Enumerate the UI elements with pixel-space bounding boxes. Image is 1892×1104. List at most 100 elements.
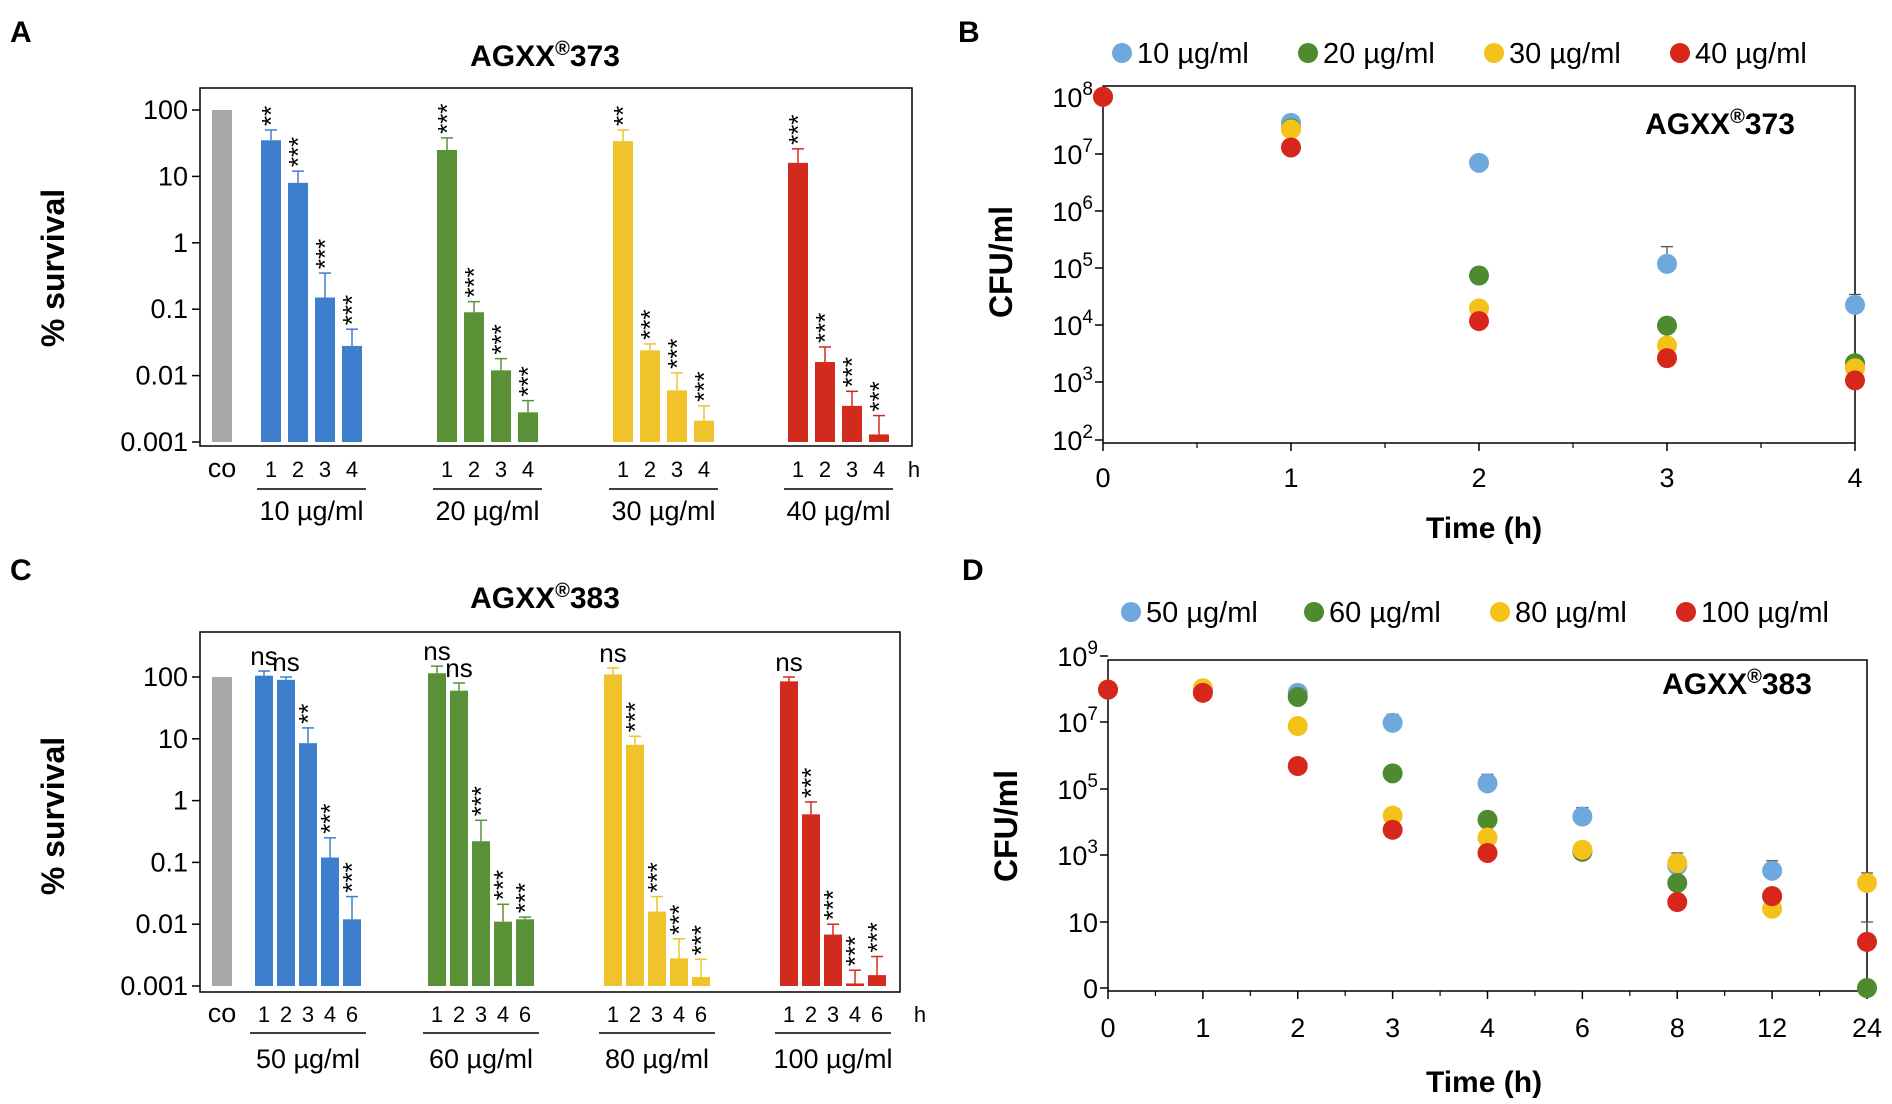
data-point bbox=[1287, 755, 1308, 776]
data-point bbox=[1845, 294, 1865, 315]
hour-label: 3 bbox=[827, 1002, 839, 1027]
y-tick-label: 109 bbox=[1057, 638, 1098, 672]
hour-label: 4 bbox=[849, 1002, 861, 1027]
y-tick-label: 0 bbox=[1083, 974, 1098, 1004]
legend-label: 30 µg/ml bbox=[1509, 38, 1621, 70]
bars-a bbox=[212, 110, 889, 443]
significance-label: *** bbox=[620, 702, 650, 732]
control-label: co bbox=[208, 998, 237, 1028]
data-point bbox=[1667, 892, 1688, 913]
data-point bbox=[1382, 805, 1403, 826]
x-tick-label: 4 bbox=[1480, 1013, 1495, 1043]
significance-label: *** bbox=[315, 803, 345, 833]
hour-label: 6 bbox=[871, 1002, 883, 1027]
x-axis-label-b: Time (h) bbox=[1426, 512, 1542, 545]
significance-c: nsns********nsns*********ns************n… bbox=[250, 636, 892, 966]
y-tick-label: 0.1 bbox=[150, 294, 188, 324]
hour-label: 3 bbox=[846, 457, 858, 482]
panel-label-c: C bbox=[10, 554, 32, 587]
bar bbox=[788, 162, 808, 442]
x-ticks-d: 0 1 2 3 4 6 8 12 24 bbox=[1100, 991, 1882, 1043]
plot-frame-b bbox=[1102, 85, 1856, 444]
significance-label: *** bbox=[310, 239, 340, 269]
legend-d: 50 µg/ml 60 µg/ml 80 µg/ml 100 µg/ml bbox=[1121, 597, 1829, 629]
significance-label: ns bbox=[250, 641, 277, 671]
hour-label: 1 bbox=[265, 457, 277, 482]
data-point bbox=[1857, 872, 1877, 893]
data-point bbox=[1382, 819, 1403, 840]
y-tick-label: 0.001 bbox=[120, 427, 188, 457]
x-tick-label: 2 bbox=[1290, 1013, 1305, 1043]
legend-marker bbox=[1112, 43, 1132, 63]
x-tick-label: 2 bbox=[1471, 463, 1486, 493]
x-tick-label: 3 bbox=[1659, 463, 1674, 493]
significance-label: *** bbox=[337, 295, 367, 325]
hour-label: 4 bbox=[673, 1002, 685, 1027]
bar bbox=[464, 312, 484, 442]
bar bbox=[437, 149, 457, 442]
data-point bbox=[1477, 773, 1498, 794]
hour-label: 4 bbox=[324, 1002, 336, 1027]
x-tick-label: 24 bbox=[1852, 1013, 1882, 1043]
y-tick-label: 105 bbox=[1052, 250, 1093, 284]
bar bbox=[315, 297, 335, 442]
bar bbox=[342, 345, 362, 442]
hour-label: 2 bbox=[644, 457, 656, 482]
bar bbox=[277, 679, 295, 986]
bar bbox=[491, 370, 511, 442]
significance-label: ** bbox=[608, 106, 638, 126]
y-tick-label: 102 bbox=[1052, 422, 1093, 456]
data-point bbox=[1762, 886, 1783, 907]
y-tick-label: 103 bbox=[1057, 837, 1098, 871]
x-tick-label: 0 bbox=[1100, 1013, 1115, 1043]
group-label: 80 µg/ml bbox=[605, 1044, 709, 1074]
bar bbox=[428, 673, 446, 986]
control-label: co bbox=[208, 453, 237, 483]
x-tick-label: 1 bbox=[1195, 1013, 1210, 1043]
legend-marker bbox=[1484, 43, 1504, 63]
x-axis-label-d: Time (h) bbox=[1426, 1066, 1542, 1099]
bar bbox=[255, 675, 273, 986]
inset-label-d: AGXX®383 bbox=[1662, 666, 1812, 701]
y-tick-label: 10 bbox=[158, 161, 188, 191]
x-labels-a: co 1 2 3 410 µg/ml1 2 3 420 µg/ml1 2 3 430 µg/ml1 2… bbox=[208, 453, 920, 526]
time-unit-label: h bbox=[914, 1002, 926, 1027]
bar bbox=[802, 814, 820, 986]
data-point bbox=[1657, 348, 1677, 369]
significance-label: ** bbox=[256, 106, 286, 126]
hour-label: 4 bbox=[346, 457, 358, 482]
bar bbox=[815, 362, 835, 442]
bar bbox=[667, 390, 687, 442]
legend-label: 60 µg/ml bbox=[1329, 597, 1441, 629]
control-bar bbox=[212, 677, 232, 986]
bar bbox=[868, 975, 886, 986]
y-ticks-a: 100 10 1 0.1 0.01 0.001 bbox=[120, 95, 200, 457]
hour-label: 2 bbox=[629, 1002, 641, 1027]
y-tick-label: 104 bbox=[1052, 307, 1093, 341]
bar bbox=[604, 674, 622, 986]
x-labels-c: co 1 2 3 4 650 µg/ml1 2 3 4 660 µg/ml1 2 3 4 680 µg/m… bbox=[208, 998, 926, 1074]
legend-marker bbox=[1121, 602, 1141, 622]
significance-label: *** bbox=[818, 890, 848, 920]
significance-label: ns bbox=[423, 636, 450, 666]
legend-label: 80 µg/ml bbox=[1515, 597, 1627, 629]
y-tick-label: 0.1 bbox=[150, 847, 188, 877]
bar bbox=[842, 405, 862, 442]
significance-label: *** bbox=[432, 104, 462, 134]
points-d bbox=[1098, 678, 1877, 998]
bar bbox=[299, 743, 317, 986]
data-point bbox=[1382, 763, 1403, 784]
bar bbox=[824, 934, 842, 986]
significance-label: *** bbox=[488, 870, 518, 900]
data-point bbox=[1477, 842, 1498, 863]
significance-label: *** bbox=[662, 338, 692, 368]
hour-label: 4 bbox=[522, 457, 534, 482]
hour-label: 1 bbox=[431, 1002, 443, 1027]
bar bbox=[516, 919, 534, 986]
data-point bbox=[1667, 852, 1688, 873]
x-tick-label: 3 bbox=[1385, 1013, 1400, 1043]
significance-label: *** bbox=[837, 357, 867, 387]
y-tick-label: 103 bbox=[1052, 364, 1093, 398]
significance-label: *** bbox=[810, 313, 840, 343]
